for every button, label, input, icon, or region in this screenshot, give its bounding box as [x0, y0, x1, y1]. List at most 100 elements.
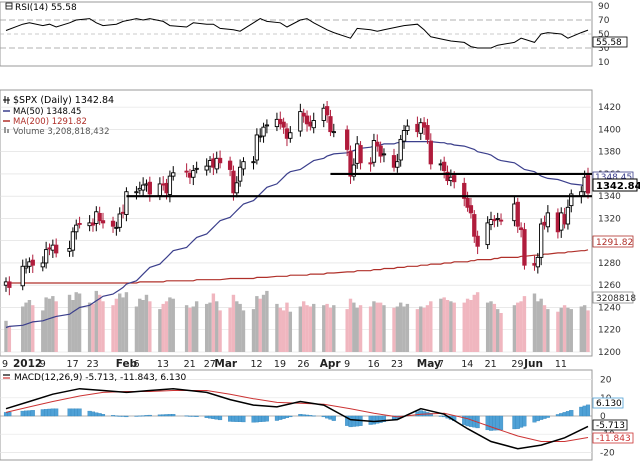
candle-body — [261, 126, 266, 137]
macd-histogram-bar — [241, 415, 246, 423]
macd-legend-text: MACD(12,26,9) -5.713, -11.843, 6.130 — [14, 373, 186, 383]
candle-body — [258, 135, 263, 138]
macd-histogram-bar — [194, 415, 199, 417]
volume-bar — [579, 306, 584, 352]
volume-bar — [516, 302, 520, 352]
volume-bar — [168, 297, 172, 352]
volume-bar — [332, 305, 336, 352]
volume-bar — [164, 301, 169, 352]
volume-bar — [238, 303, 242, 352]
candle-body — [428, 140, 433, 165]
volume-bar — [492, 303, 497, 352]
volume-bar — [301, 301, 306, 352]
candle-body — [539, 223, 544, 258]
candle-body — [278, 118, 283, 125]
volume-bar — [375, 302, 379, 352]
date-axis-label: 9 — [344, 359, 350, 370]
macd-signal-tag: -11.843 — [592, 432, 634, 444]
volume-bar — [472, 294, 476, 352]
candle-body — [512, 203, 517, 222]
macd-histogram-bar — [288, 415, 293, 418]
candle-body — [284, 128, 290, 139]
date-axis-label: Feb — [116, 358, 138, 370]
volume-bar — [328, 307, 333, 352]
date-axis-label: 11 — [555, 359, 567, 370]
volume-bar — [71, 300, 75, 352]
date-axis-label: 13 — [157, 359, 169, 370]
macd-histogram-bar — [7, 411, 12, 417]
candle-body — [241, 161, 246, 170]
volume-bar — [382, 305, 386, 352]
last-price-value: 1342.84 — [596, 181, 640, 192]
candle-body — [194, 167, 199, 170]
volume-bar — [97, 294, 102, 352]
volume-bar — [305, 305, 309, 352]
candle-body — [582, 176, 587, 193]
rsi-last-value: 55.58 — [596, 38, 622, 48]
volume-bar — [91, 303, 95, 352]
volume-bar — [171, 298, 175, 352]
macd-histogram-bar — [147, 414, 152, 417]
candle-body — [100, 220, 106, 224]
candle-body — [211, 158, 216, 168]
candle-body — [415, 123, 420, 133]
volume-bar — [208, 302, 212, 352]
candle-body — [462, 182, 467, 199]
candle-body — [187, 172, 193, 178]
candle-body — [20, 265, 25, 287]
macd-histogram-bar — [54, 408, 59, 417]
macd-histogram-bar — [77, 408, 82, 417]
volume-bar — [275, 303, 279, 352]
price-legend: $SPX (Daily) 1342.84 MA(50) 1348.45 MA(2… — [3, 95, 114, 137]
macd-histogram — [3, 404, 591, 431]
volume-bar — [475, 292, 480, 352]
candle-body — [542, 221, 547, 226]
volume-bar — [94, 290, 99, 352]
volume-bar — [121, 297, 125, 352]
candle-body — [381, 153, 387, 156]
rsi-legend-text: RSI(14) 55.58 — [15, 3, 77, 13]
candle-body — [522, 229, 527, 266]
macd-histogram-bar — [545, 415, 550, 418]
volume-bar — [519, 301, 523, 352]
candle-body — [579, 191, 584, 197]
candle-body — [237, 166, 243, 182]
candle-body — [391, 155, 397, 168]
volume-bar — [415, 309, 420, 352]
volume-bar — [422, 307, 426, 352]
candle-body — [94, 211, 99, 224]
candle-body — [30, 259, 35, 266]
volume-bar — [138, 298, 142, 352]
candle-body — [515, 201, 520, 227]
volume-bar — [298, 306, 303, 352]
candle-body — [545, 212, 551, 228]
volume-bar — [101, 301, 105, 352]
macd-histogram-bar — [171, 414, 176, 417]
volume-bar — [402, 306, 406, 352]
volume-bar — [582, 305, 587, 352]
volume-bar — [489, 301, 493, 352]
volume-bar — [77, 293, 82, 352]
rsi-tick-labels: 90 70 50 30 10 — [598, 2, 610, 68]
volume-bar — [184, 305, 189, 352]
volume-bar — [345, 309, 349, 352]
candle-body — [234, 182, 239, 194]
candle-body — [74, 224, 79, 233]
volume-bar — [566, 307, 570, 352]
price-legend-volume: Volume 3,208,818,432 — [13, 127, 110, 137]
macd-signal-line — [5, 390, 589, 442]
volume-bar — [532, 293, 537, 352]
candle-body — [555, 212, 561, 233]
volume-bar — [449, 301, 453, 352]
volume-bar — [469, 300, 473, 352]
price-tick-label: 1340 — [598, 192, 621, 202]
volume-value: 3208818 — [596, 294, 636, 304]
macd-histogram-bar — [124, 415, 129, 418]
rsi-panel: 90 70 50 30 10 RSI(14) 55.58 55.58 — [0, 1, 628, 68]
candlesticks — [3, 101, 591, 296]
candle-body — [371, 140, 377, 163]
date-axis-label: 19 — [274, 359, 286, 370]
candle-body — [401, 130, 407, 142]
